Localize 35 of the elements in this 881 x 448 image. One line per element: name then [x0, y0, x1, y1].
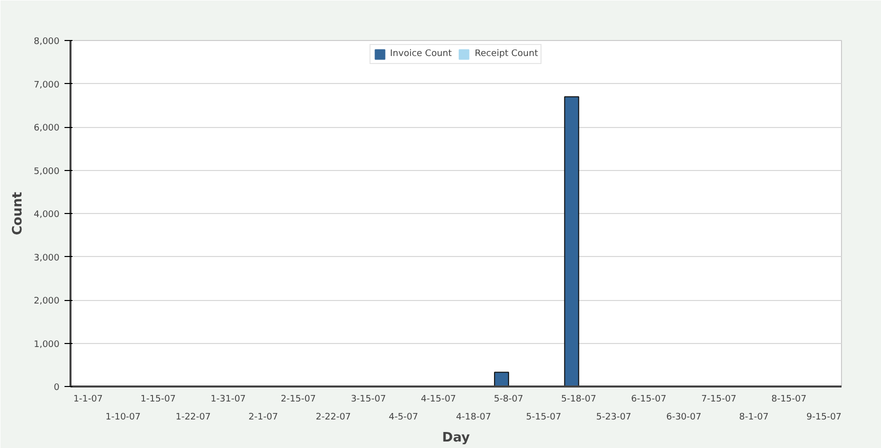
x-tick-label: 2-15-07: [280, 394, 316, 404]
x-tick-label: 8-1-07: [739, 412, 769, 422]
y-tick-label: 2,000: [34, 296, 60, 306]
y-tick-label: 4,000: [34, 210, 60, 220]
x-tick-label: 2-22-07: [316, 412, 351, 422]
x-tick-label: 8-15-07: [771, 394, 807, 404]
y-tick-label: 6,000: [34, 124, 60, 134]
x-tick-label: 5-15-07: [526, 412, 562, 422]
x-tick-label: 5-18-07: [561, 394, 596, 404]
y-tick-label: 5,000: [34, 166, 60, 177]
x-tick-label: 6-15-07: [631, 394, 666, 404]
x-tick-label: 4-18-07: [456, 412, 492, 422]
y-tick-label: 3,000: [34, 253, 60, 264]
x-tick-label: 9-15-07: [806, 412, 842, 422]
x-tick-label: 4-15-07: [420, 394, 456, 404]
y-tick-label: 8,000: [34, 37, 60, 47]
legend-label: Receipt Count: [474, 49, 538, 59]
y-tick-label: 0: [54, 383, 60, 393]
legend-label: Invoice Count: [390, 49, 452, 59]
x-tick-label: 1-10-07: [106, 412, 141, 422]
x-tick-label: 1-1-07: [73, 394, 103, 404]
x-tick-label: 2-1-07: [248, 412, 278, 422]
y-tick-label: 7,000: [34, 80, 60, 90]
x-tick-label: 5-23-07: [596, 412, 632, 422]
x-tick-label: 4-5-07: [388, 412, 418, 422]
x-tick-label: 3-15-07: [350, 394, 386, 404]
x-axis-title: Day: [442, 430, 470, 446]
y-tick-label: 1,000: [34, 340, 60, 350]
y-axis-title: Count: [10, 192, 26, 236]
x-tick-label: 1-22-07: [176, 412, 211, 422]
x-tick-label: 6-30-07: [666, 412, 702, 422]
x-tick-label: 7-15-07: [701, 394, 736, 404]
x-tick-label: 1-31-07: [210, 394, 246, 404]
x-tick-label: 1-15-07: [140, 394, 176, 404]
x-tick-label: 5-8-07: [494, 394, 524, 404]
